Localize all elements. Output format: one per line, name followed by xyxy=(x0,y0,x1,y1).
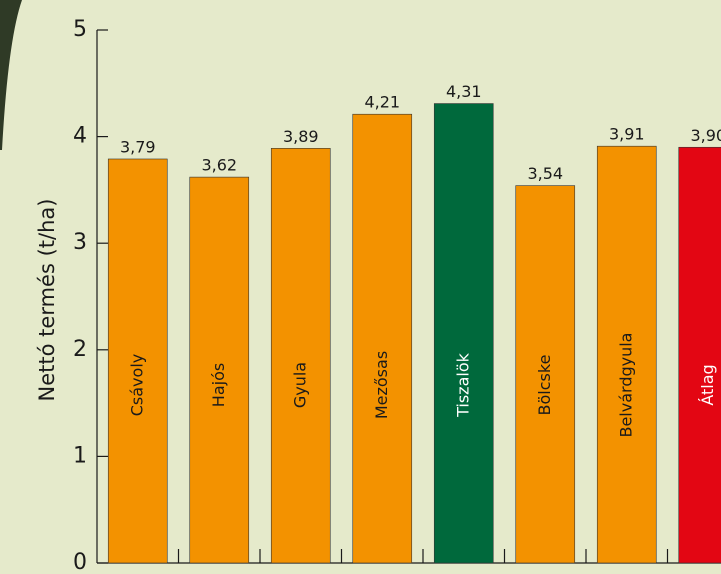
y-tick-label: 2 xyxy=(73,337,87,362)
bar xyxy=(515,185,576,564)
y-tick-label: 1 xyxy=(73,443,87,468)
data-label: 4,21 xyxy=(364,93,400,112)
data-label: 3,62 xyxy=(201,156,237,175)
y-tick-label: 0 xyxy=(73,550,87,574)
y-tick-label: 3 xyxy=(73,230,87,255)
category-label: Mezősas xyxy=(372,351,391,419)
y-tick-label: 4 xyxy=(73,124,87,149)
y-axis-label: Nettó termés (t/ha) xyxy=(35,199,59,402)
corner-photo xyxy=(0,0,22,150)
data-label: 3,91 xyxy=(609,125,645,144)
bar xyxy=(189,176,250,564)
category-label: Gyula xyxy=(290,362,309,408)
bar xyxy=(596,145,657,564)
data-label: 3,54 xyxy=(527,164,563,183)
data-label: 3,89 xyxy=(283,127,319,146)
category-label: Tiszalök xyxy=(453,352,472,418)
y-tick-label: 5 xyxy=(73,17,87,42)
bar xyxy=(433,103,494,564)
bar xyxy=(270,148,331,564)
category-label: Belvárdgyula xyxy=(616,332,635,437)
category-label: Csávoly xyxy=(127,354,146,416)
data-label: 3,79 xyxy=(120,137,156,156)
bar xyxy=(352,113,413,564)
data-label: 4,31 xyxy=(446,82,482,101)
bar xyxy=(678,146,721,564)
data-label: 3,90 xyxy=(690,126,721,145)
category-label: Átlag xyxy=(698,364,717,405)
bar xyxy=(107,158,168,564)
category-label: Bölcske xyxy=(535,355,554,416)
category-label: Hajós xyxy=(209,363,228,407)
